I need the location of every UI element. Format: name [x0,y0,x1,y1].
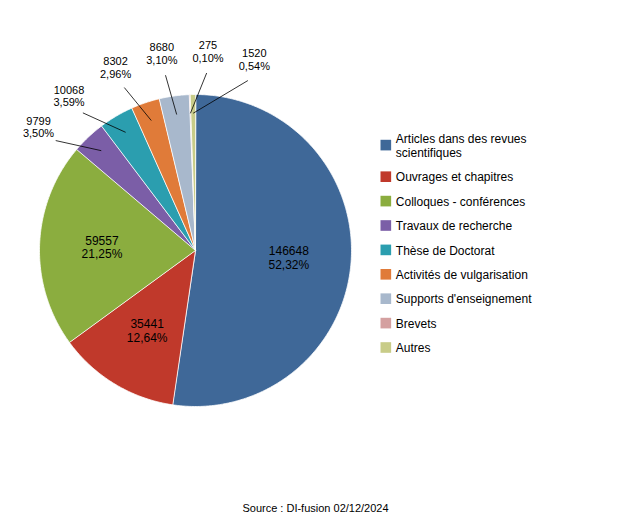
svg-text:5955721,25%: 5955721,25% [82,234,123,262]
svg-text:83022,96%: 83022,96% [100,55,131,80]
svg-text:Activités de vulgarisation: Activités de vulgarisation [396,268,528,282]
svg-text:97993,50%: 97993,50% [23,115,54,140]
svg-text:Articles dans des revuesscient: Articles dans des revuesscientifiques [396,132,527,160]
html-text:Source : DI-fusion 02/12/2024: Source : DI-fusion 02/12/2024 [242,502,389,514]
svg-text:Supports d'enseignement: Supports d'enseignement [396,292,532,306]
svg-text:2750,10%: 2750,10% [192,39,223,64]
svg-text:14664852,32%: 14664852,32% [268,244,309,272]
svg-text:3544112,64%: 3544112,64% [127,317,168,345]
svg-text:Autres: Autres [396,341,431,355]
svg-text:Ouvrages et chapitres: Ouvrages et chapitres [396,170,513,184]
svg-text:86803,10%: 86803,10% [146,41,177,66]
svg-text:Thèse de Doctorat: Thèse de Doctorat [396,244,495,258]
svg-text:Brevets: Brevets [396,317,437,331]
svg-text:15200,54%: 15200,54% [239,47,270,72]
svg-text:Travaux de recherche: Travaux de recherche [396,219,513,233]
svg-text:100683,59%: 100683,59% [53,84,84,109]
svg-text:Colloques - conférences: Colloques - conférences [396,195,525,209]
